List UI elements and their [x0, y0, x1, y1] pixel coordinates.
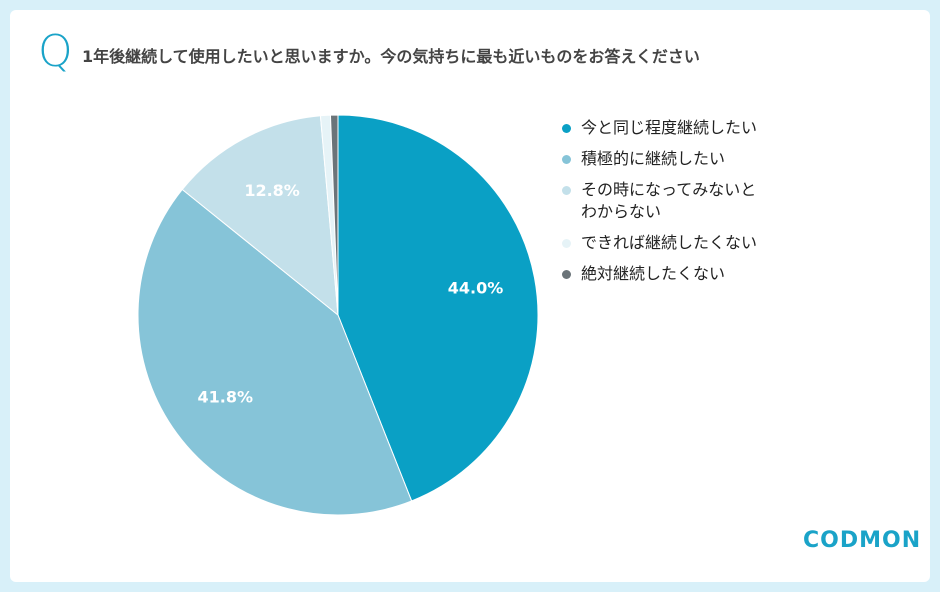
legend-swatch: [562, 270, 571, 279]
legend-swatch: [562, 124, 571, 133]
logo: CODMON: [803, 528, 922, 553]
legend-item: 積極的に継続したい: [562, 148, 757, 170]
legend-swatch: [562, 186, 571, 195]
legend-item: その時になってみないと わからない: [562, 179, 757, 223]
pie-slice: [329, 114, 339, 316]
value-label: 44.0%: [448, 278, 504, 297]
pie-slice: [337, 114, 539, 502]
legend-label: 積極的に継続したい: [581, 149, 726, 168]
pie-slice: [181, 115, 339, 317]
legend-item: できれば継続したくない: [562, 232, 757, 254]
legend-item: 今と同じ程度継続したい: [562, 117, 757, 139]
legend-swatch: [562, 239, 571, 248]
chart-title: 1年後継続して使用したいと思いますか。今の気持ちに最も近いものをお答えください: [82, 47, 700, 66]
pie-slice: [137, 188, 413, 516]
legend-label: 絶対継続したくない: [581, 264, 726, 283]
legend-item: 絶対継続したくない: [562, 263, 757, 285]
legend-label: その時になってみないと わからない: [581, 180, 757, 221]
legend-label: 今と同じ程度継続したい: [581, 118, 758, 137]
value-label: 41.8%: [197, 387, 253, 406]
legend: 今と同じ程度継続したい 積極的に継続したいその時になってみないと わからないできれ…: [562, 117, 757, 294]
value-label: 12.8%: [244, 181, 300, 200]
question-mark: Q: [38, 26, 73, 77]
legend-label: できれば継続したくない: [581, 233, 758, 252]
legend-swatch: [562, 155, 571, 164]
